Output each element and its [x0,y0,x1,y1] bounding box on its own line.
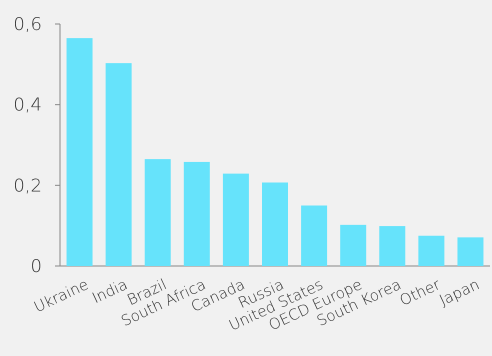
bar [144,159,171,266]
bar [340,224,367,266]
bar [183,161,210,266]
y-axis-ticks: 0 0,2 0,4 0,6 [13,14,60,277]
y-tick-label: 0,2 [13,175,42,196]
bar [66,38,93,266]
bar [301,205,328,266]
y-tick-label: 0,4 [13,95,42,116]
y-tick-label: 0,6 [13,14,42,35]
y-tick-label: 0 [31,256,42,277]
x-tick-label: Japan [437,275,483,309]
bar [262,182,288,266]
bar [105,63,132,266]
bar [379,226,406,266]
bar [222,173,249,266]
x-tick-label: India [89,275,130,307]
bars [66,38,484,266]
x-tick-label: Ukraine [31,275,91,316]
bar [457,237,484,266]
bar [418,235,445,266]
